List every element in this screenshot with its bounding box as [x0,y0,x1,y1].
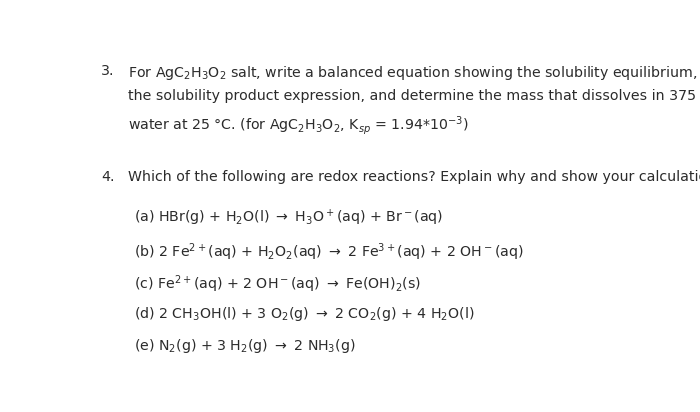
Text: (d) 2 CH$_3$OH(l) + 3 O$_2$(g) $\rightarrow$ 2 CO$_2$(g) + 4 H$_2$O(l): (d) 2 CH$_3$OH(l) + 3 O$_2$(g) $\rightar… [134,305,474,323]
Text: (e) N$_2$(g) + 3 H$_2$(g) $\rightarrow$ 2 NH$_3$(g): (e) N$_2$(g) + 3 H$_2$(g) $\rightarrow$ … [134,337,355,355]
Text: water at 25 °C. (for AgC$_2$H$_3$O$_2$, K$_{sp}$ = 1.94*10$^{-3}$): water at 25 °C. (for AgC$_2$H$_3$O$_2$, … [128,115,469,137]
Text: (b) 2 Fe$^{2+}$(aq) + H$_2$O$_2$(aq) $\rightarrow$ 2 Fe$^{3+}$(aq) + 2 OH$^-$(aq: (b) 2 Fe$^{2+}$(aq) + H$_2$O$_2$(aq) $\r… [134,241,524,263]
Text: Which of the following are redox reactions? Explain why and show your calculatio: Which of the following are redox reactio… [128,170,700,184]
Text: For AgC$_2$H$_3$O$_2$ salt, write a balanced equation showing the solubility equ: For AgC$_2$H$_3$O$_2$ salt, write a bala… [128,64,700,82]
Text: (a) HBr(g) + H$_2$O(l) $\rightarrow$ H$_3$O$^+$(aq) + Br$^-$(aq): (a) HBr(g) + H$_2$O(l) $\rightarrow$ H$_… [134,208,443,228]
Text: the solubility product expression, and determine the mass that dissolves in 375 : the solubility product expression, and d… [128,89,700,103]
Text: (c) Fe$^{2+}$(aq) + 2 OH$^-$(aq) $\rightarrow$ Fe(OH)$_2$(s): (c) Fe$^{2+}$(aq) + 2 OH$^-$(aq) $\right… [134,273,421,295]
Text: 3.: 3. [101,64,115,78]
Text: 4.: 4. [101,170,115,184]
